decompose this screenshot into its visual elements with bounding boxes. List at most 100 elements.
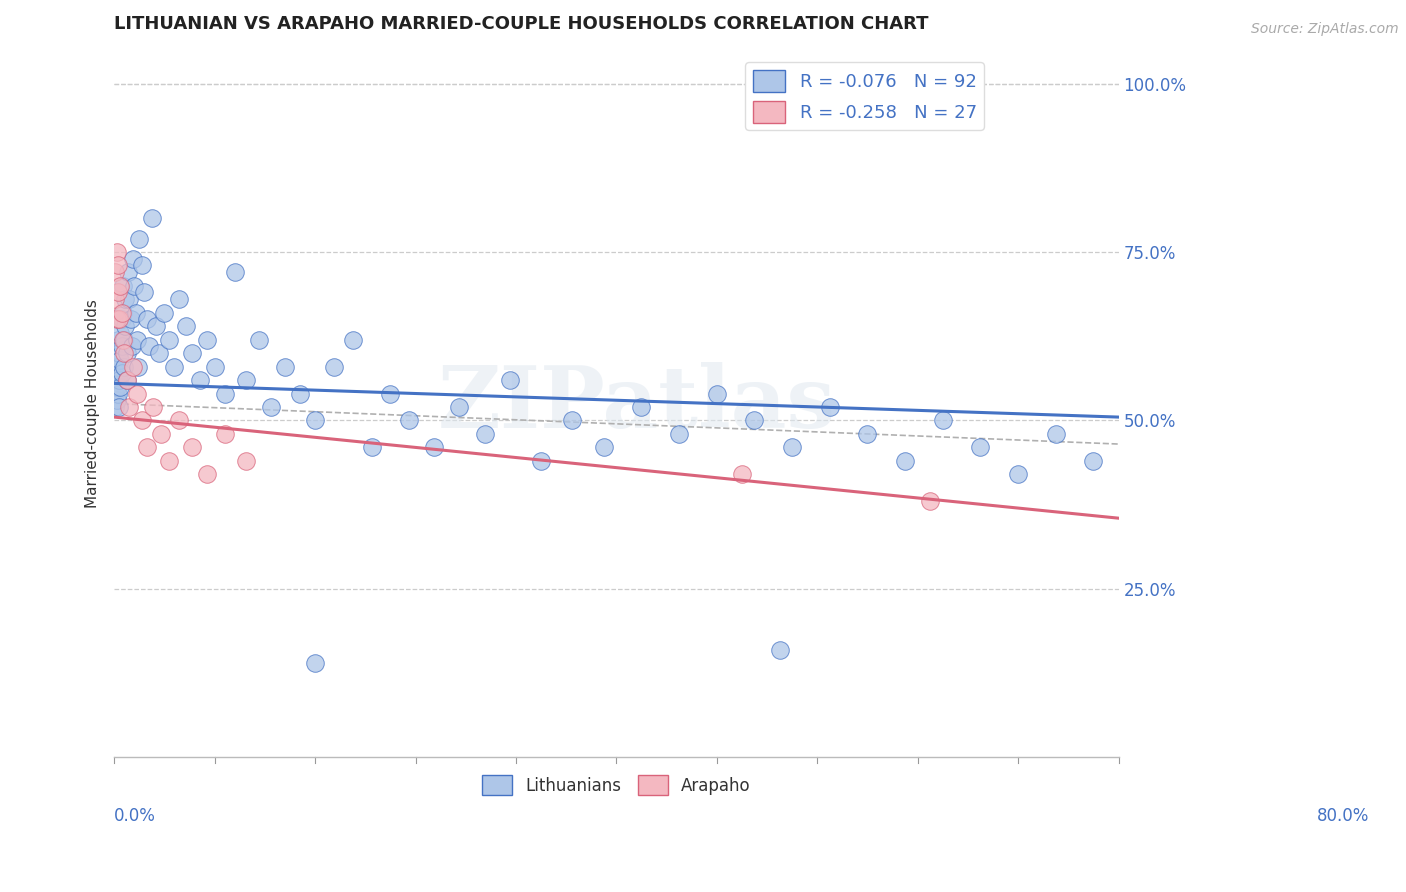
Point: [474, 426, 496, 441]
Point: [274, 359, 297, 374]
Point: [668, 426, 690, 441]
Point: [214, 386, 236, 401]
Point: [174, 319, 197, 334]
Point: [163, 359, 186, 374]
Point: [744, 413, 766, 427]
Point: [105, 366, 128, 380]
Point: [105, 359, 128, 374]
Point: [105, 393, 128, 408]
Point: [118, 292, 141, 306]
Point: [131, 259, 153, 273]
Point: [107, 312, 129, 326]
Point: [181, 346, 204, 360]
Text: 0.0%: 0.0%: [114, 807, 156, 825]
Point: [159, 333, 181, 347]
Point: [169, 292, 191, 306]
Point: [105, 380, 128, 394]
Point: [181, 441, 204, 455]
Point: [122, 359, 145, 374]
Point: [104, 265, 127, 279]
Point: [134, 285, 156, 300]
Point: [110, 352, 132, 367]
Point: [105, 346, 128, 360]
Point: [110, 380, 132, 394]
Point: [112, 333, 135, 347]
Text: LITHUANIAN VS ARAPAHO MARRIED-COUPLE HOUSEHOLDS CORRELATION CHART: LITHUANIAN VS ARAPAHO MARRIED-COUPLE HOU…: [114, 15, 929, 33]
Point: [135, 312, 157, 326]
Point: [530, 454, 553, 468]
Point: [342, 333, 364, 347]
Text: ZIPatlas: ZIPatlas: [437, 361, 835, 446]
Point: [110, 326, 132, 340]
Point: [818, 400, 841, 414]
Point: [195, 467, 218, 482]
Point: [124, 305, 146, 319]
Point: [169, 413, 191, 427]
Point: [1045, 426, 1067, 441]
Point: [120, 312, 142, 326]
Point: [195, 333, 218, 347]
Point: [125, 386, 148, 401]
Point: [131, 413, 153, 427]
Point: [111, 305, 134, 319]
Y-axis label: Married-couple Households: Married-couple Households: [86, 299, 100, 508]
Point: [112, 359, 135, 374]
Point: [138, 339, 160, 353]
Point: [920, 494, 942, 508]
Point: [108, 346, 131, 360]
Point: [380, 386, 402, 401]
Point: [107, 285, 129, 300]
Point: [111, 366, 134, 380]
Point: [104, 380, 127, 394]
Point: [117, 265, 139, 279]
Point: [125, 333, 148, 347]
Point: [780, 441, 803, 455]
Point: [107, 386, 129, 401]
Point: [118, 400, 141, 414]
Point: [115, 373, 138, 387]
Point: [235, 454, 257, 468]
Point: [1007, 467, 1029, 482]
Point: [214, 426, 236, 441]
Point: [107, 359, 129, 374]
Point: [1083, 454, 1105, 468]
Point: [141, 211, 163, 226]
Point: [142, 400, 165, 414]
Point: [224, 265, 246, 279]
Point: [108, 312, 131, 326]
Point: [148, 346, 170, 360]
Point: [630, 400, 652, 414]
Point: [592, 441, 614, 455]
Point: [128, 231, 150, 245]
Point: [135, 441, 157, 455]
Point: [449, 400, 471, 414]
Point: [115, 346, 138, 360]
Point: [498, 373, 520, 387]
Point: [932, 413, 955, 427]
Point: [122, 252, 145, 266]
Point: [423, 441, 446, 455]
Point: [114, 292, 136, 306]
Point: [110, 278, 132, 293]
Point: [260, 400, 283, 414]
Point: [149, 426, 172, 441]
Point: [111, 278, 134, 293]
Point: [188, 373, 211, 387]
Point: [105, 312, 128, 326]
Point: [145, 319, 167, 334]
Point: [115, 373, 138, 387]
Point: [159, 454, 181, 468]
Point: [153, 305, 176, 319]
Text: Source: ZipAtlas.com: Source: ZipAtlas.com: [1251, 22, 1399, 37]
Point: [107, 259, 129, 273]
Point: [104, 386, 127, 401]
Point: [108, 373, 131, 387]
Point: [204, 359, 226, 374]
Point: [121, 339, 143, 353]
Point: [111, 339, 134, 353]
Point: [398, 413, 420, 427]
Point: [706, 386, 728, 401]
Point: [768, 642, 790, 657]
Legend: Lithuanians, Arapaho: Lithuanians, Arapaho: [475, 769, 758, 802]
Point: [111, 305, 134, 319]
